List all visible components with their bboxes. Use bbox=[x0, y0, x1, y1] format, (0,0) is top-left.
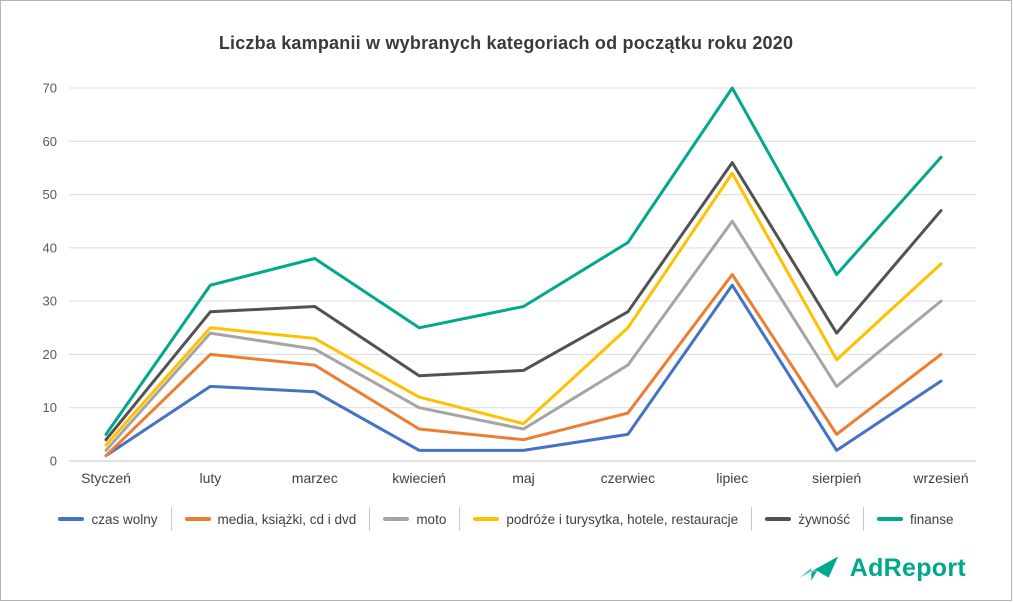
y-tick-label: 40 bbox=[43, 240, 57, 255]
series-line-czas-wolny bbox=[104, 283, 943, 458]
x-category-label: lipiec bbox=[716, 470, 748, 486]
x-category-label: marzec bbox=[292, 470, 338, 486]
y-tick-label: 70 bbox=[43, 81, 57, 96]
y-tick-label: 20 bbox=[43, 347, 57, 362]
legend-item-podróże-i-turysytka-hotele-restauracje: podróże i turysytka, hotele, restauracje bbox=[459, 507, 751, 531]
series-line-moto bbox=[104, 219, 943, 452]
legend-label: media, książki, cd i dvd bbox=[217, 511, 357, 527]
y-tick-label: 60 bbox=[43, 134, 57, 149]
y-tick-label: 0 bbox=[50, 454, 57, 469]
legend-item-finanse: finanse bbox=[862, 507, 967, 531]
series-line-żywność bbox=[104, 161, 943, 442]
legend-marker-icon bbox=[876, 517, 903, 521]
y-tick-label: 50 bbox=[43, 187, 57, 202]
legend-item-media-książki-cd-i-dvd: media, książki, cd i dvd bbox=[170, 507, 370, 531]
legend-item-żywność: żywność bbox=[751, 507, 863, 531]
chart-title: Liczba kampanii w wybranych kategoriach … bbox=[218, 33, 794, 53]
x-category-label: kwiecień bbox=[392, 470, 446, 486]
x-category-label: Styczeń bbox=[81, 470, 131, 486]
legend-item-moto: moto bbox=[369, 507, 459, 531]
x-category-label: sierpień bbox=[812, 470, 861, 486]
legend-label: podróże i turysytka, hotele, restauracje bbox=[506, 511, 739, 527]
adreport-logo-text: AdReport bbox=[849, 553, 966, 582]
legend-label: finanse bbox=[909, 511, 954, 527]
x-category-label: czerwiec bbox=[601, 470, 655, 486]
legend-marker-icon bbox=[473, 517, 500, 521]
legend-label: czas wolny bbox=[91, 511, 158, 527]
x-category-label: maj bbox=[512, 470, 535, 486]
y-tick-label: 30 bbox=[43, 294, 57, 309]
series-line-media-książki-cd-i-dvd bbox=[104, 273, 943, 458]
series-line-finanse bbox=[104, 86, 943, 436]
legend-item-czas-wolny: czas wolny bbox=[45, 507, 170, 531]
y-tick-label: 10 bbox=[43, 400, 57, 415]
adreport-logo-icon bbox=[799, 556, 838, 581]
legend: czas wolny media, książki, cd i dvd moto po… bbox=[1, 507, 1011, 531]
legend-marker-icon bbox=[765, 517, 792, 521]
line-chart: 0 10 20 30 40 50 60 70 Styczeń luty marzec kwiecień… bbox=[43, 81, 976, 486]
series-line-podróże-i-turysytka-hotele-restauracje bbox=[104, 171, 943, 447]
legend-marker-icon bbox=[184, 517, 211, 521]
x-category-label: wrzesień bbox=[912, 470, 968, 486]
legend-label: moto bbox=[416, 511, 447, 527]
x-category-label: luty bbox=[199, 470, 221, 486]
legend-marker-icon bbox=[58, 517, 85, 521]
legend-marker-icon bbox=[383, 517, 410, 521]
legend-label: żywność bbox=[798, 511, 850, 527]
adreport-logo: AdReport bbox=[796, 552, 966, 584]
